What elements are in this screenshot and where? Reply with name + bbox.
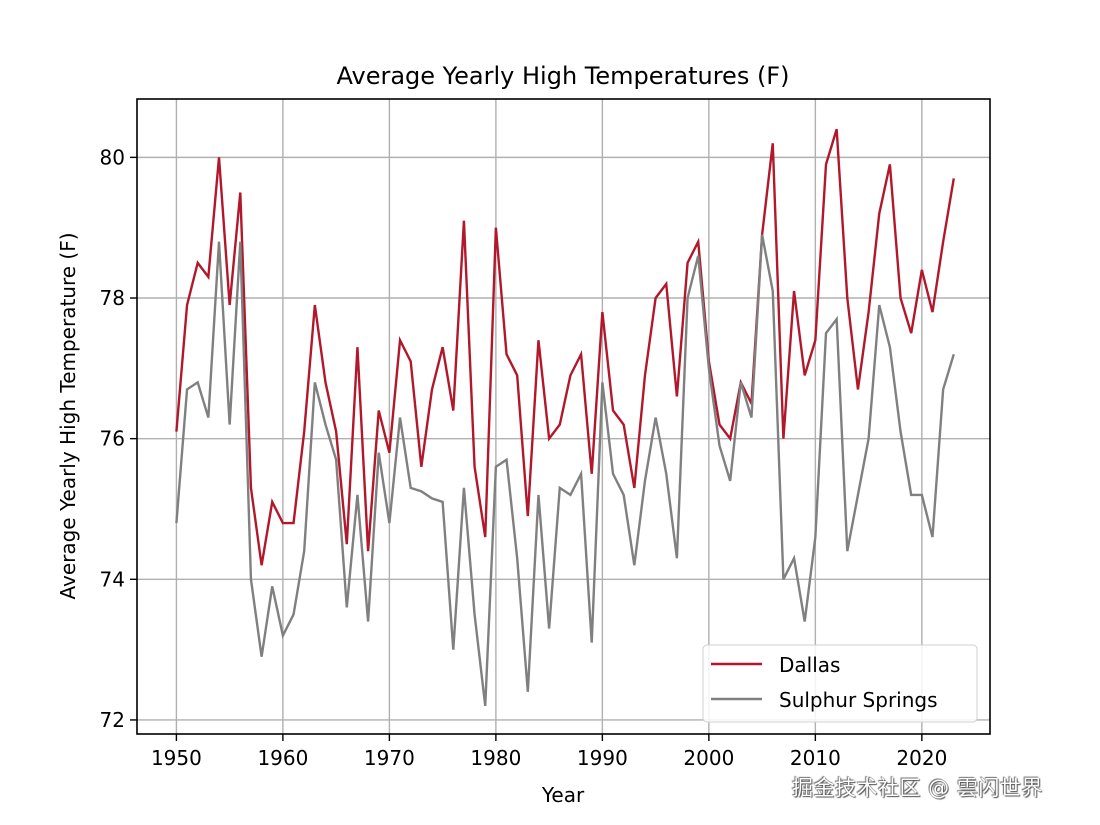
y-tick-label: 74 bbox=[100, 567, 125, 591]
x-tick-label: 1990 bbox=[577, 746, 628, 770]
axes-frame bbox=[136, 98, 991, 735]
x-tick-label: 1980 bbox=[470, 746, 521, 770]
series-line-sulphur-springs bbox=[175, 234, 955, 707]
x-tick-label: 1970 bbox=[364, 746, 415, 770]
grid bbox=[137, 99, 990, 734]
y-tick-label: 76 bbox=[100, 427, 125, 451]
chart-title: Average Yearly High Temperatures (F) bbox=[337, 62, 790, 90]
y-axis-label: Average Yearly High Temperature (F) bbox=[56, 232, 80, 599]
legend-box bbox=[702, 644, 978, 723]
series-layer bbox=[175, 128, 955, 707]
legend-label-sulphur-springs: Sulphur Springs bbox=[779, 688, 938, 712]
x-tick-label: 2000 bbox=[683, 746, 734, 770]
y-axis: 72 74 76 78 80 bbox=[100, 145, 137, 732]
legend-label-dallas: Dallas bbox=[779, 653, 840, 677]
watermark: 掘金技术社区 @ 雲闪世界 bbox=[792, 776, 1043, 800]
y-tick-label: 72 bbox=[100, 708, 125, 732]
series-line-dallas bbox=[175, 128, 955, 566]
x-tick-label: 1960 bbox=[257, 746, 308, 770]
y-tick-label: 78 bbox=[100, 286, 125, 310]
x-tick-label: 2020 bbox=[896, 746, 947, 770]
x-tick-label: 2010 bbox=[790, 746, 841, 770]
x-axis-label: Year bbox=[541, 783, 585, 807]
legend: Dallas Sulphur Springs bbox=[702, 644, 978, 723]
y-tick-label: 80 bbox=[100, 145, 125, 169]
x-tick-label: 1950 bbox=[151, 746, 202, 770]
x-axis: 1950 1960 1970 1980 1990 2000 2010 2020 bbox=[151, 734, 947, 770]
